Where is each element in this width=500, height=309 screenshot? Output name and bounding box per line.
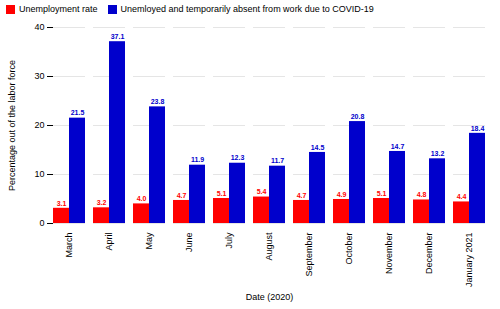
- svg-text:August: August: [264, 232, 274, 261]
- svg-text:5.1: 5.1: [377, 190, 387, 197]
- svg-text:37.1: 37.1: [111, 33, 125, 40]
- svg-text:4.8: 4.8: [417, 191, 427, 198]
- svg-text:December: December: [424, 232, 434, 274]
- svg-text:12.3: 12.3: [231, 154, 245, 161]
- svg-text:11.7: 11.7: [271, 157, 284, 164]
- svg-text:4.7: 4.7: [297, 192, 307, 199]
- svg-text:November: November: [384, 232, 394, 274]
- svg-text:Percentage out of the labor fo: Percentage out of the labor force: [7, 60, 17, 191]
- html-text:Unemployment rate: Unemployment rate: [19, 4, 98, 14]
- svg-text:13.2: 13.2: [431, 150, 445, 157]
- svg-text:4.7: 4.7: [177, 192, 187, 199]
- svg-text:20: 20: [34, 120, 44, 130]
- svg-text:May: May: [144, 232, 154, 250]
- svg-text:October: October: [344, 232, 354, 264]
- svg-text:4.9: 4.9: [337, 191, 347, 198]
- svg-text:July: July: [224, 232, 234, 249]
- svg-text:0: 0: [39, 218, 44, 228]
- svg-text:40: 40: [34, 22, 44, 32]
- svg-text:3.1: 3.1: [57, 200, 67, 207]
- svg-text:4.4: 4.4: [457, 193, 467, 200]
- svg-text:April: April: [104, 233, 114, 251]
- svg-text:30: 30: [34, 71, 44, 81]
- svg-text:June: June: [184, 233, 194, 253]
- svg-text:14.5: 14.5: [311, 144, 325, 151]
- svg-text:10: 10: [34, 169, 44, 179]
- svg-text:23.8: 23.8: [151, 98, 165, 105]
- svg-text:January 2021: January 2021: [464, 233, 474, 288]
- svg-text:5.4: 5.4: [257, 188, 267, 195]
- svg-text:14.7: 14.7: [391, 143, 405, 150]
- html-text:Unemloyed and temporarily abse: Unemloyed and temporarily absent from wo…: [120, 4, 374, 14]
- svg-text:3.2: 3.2: [97, 199, 107, 206]
- svg-text:18.4: 18.4: [471, 125, 485, 132]
- svg-text:5.1: 5.1: [217, 190, 227, 197]
- svg-text:September: September: [304, 233, 314, 277]
- svg-text:21.5: 21.5: [71, 109, 85, 116]
- svg-text:11.9: 11.9: [191, 156, 204, 163]
- svg-text:March: March: [64, 233, 74, 258]
- svg-text:20.8: 20.8: [351, 113, 365, 120]
- svg-text:4.0: 4.0: [137, 195, 147, 202]
- svg-text:Date (2020): Date (2020): [246, 292, 294, 302]
